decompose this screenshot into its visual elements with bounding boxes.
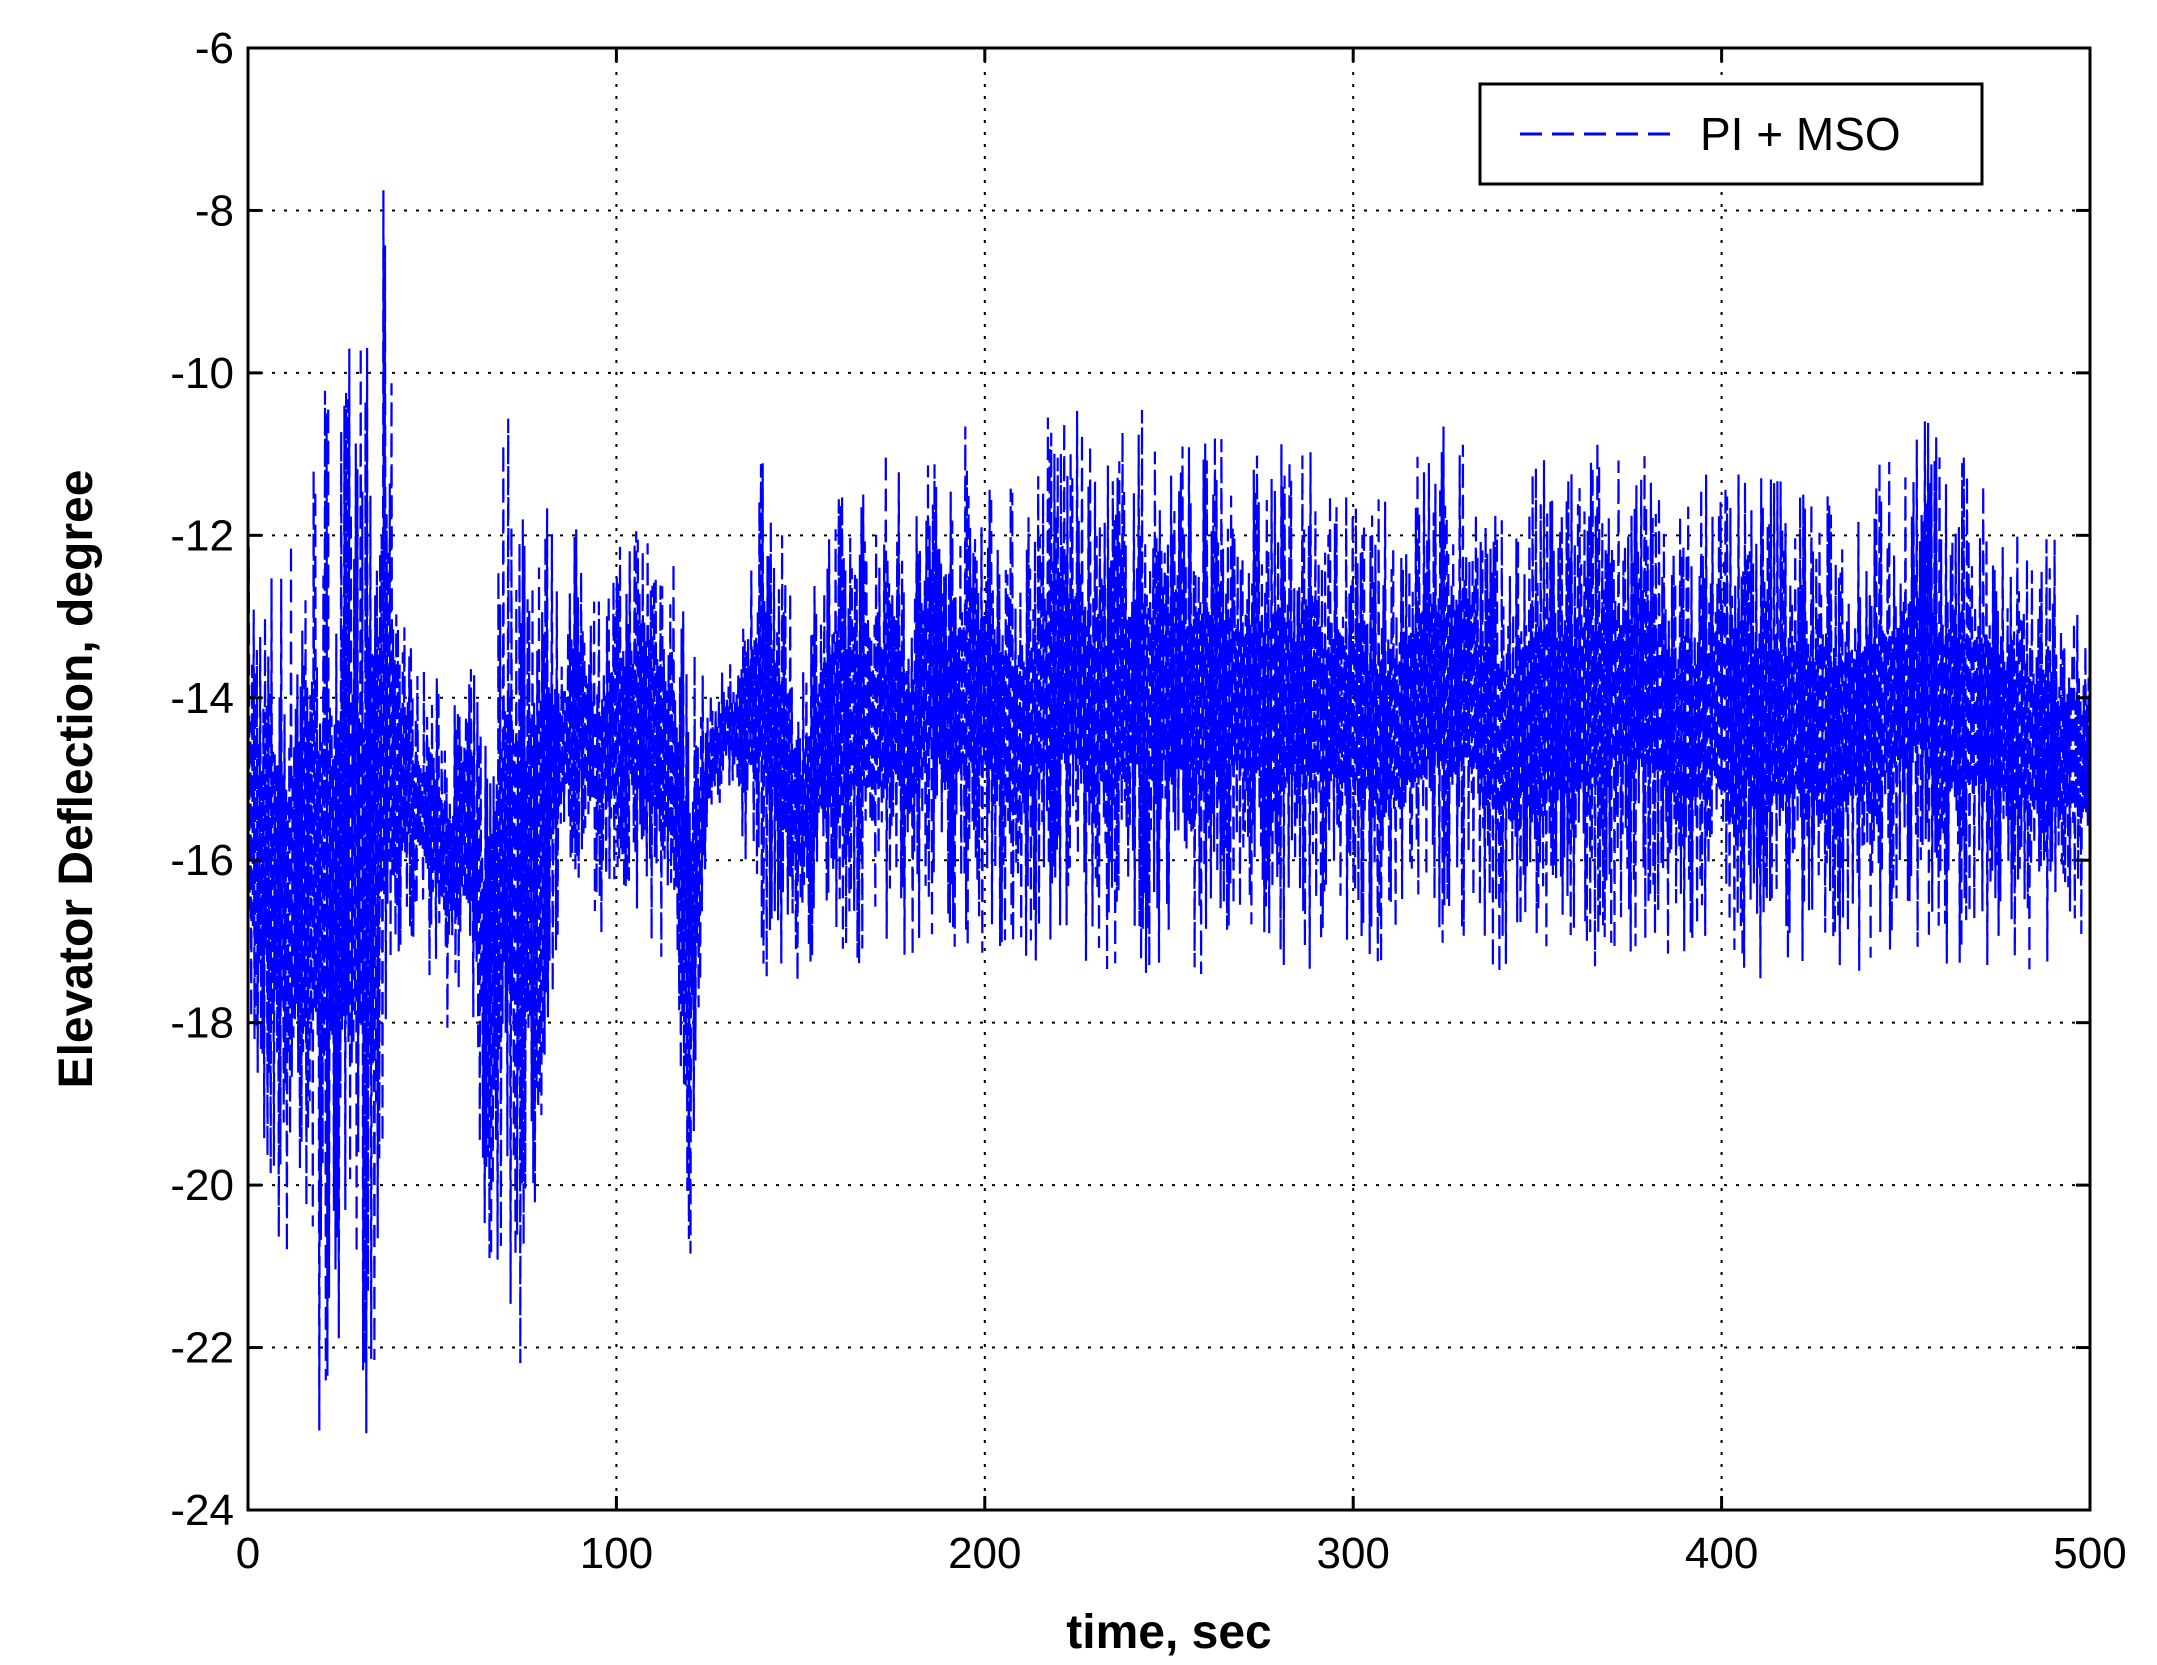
y-tick-label: -16 bbox=[170, 836, 234, 885]
x-axis-title: time, sec bbox=[1066, 1606, 1271, 1659]
y-tick-label: -10 bbox=[170, 349, 234, 398]
y-tick-label: -14 bbox=[170, 674, 234, 723]
x-tick-label: 400 bbox=[1685, 1529, 1758, 1578]
y-tick-label: -24 bbox=[170, 1486, 234, 1535]
y-tick-label: -8 bbox=[195, 186, 234, 235]
y-tick-label: -18 bbox=[170, 999, 234, 1048]
plot-frame bbox=[246, 46, 2092, 1512]
legend: PI + MSO bbox=[1478, 82, 1984, 186]
x-tick-label: 500 bbox=[2053, 1529, 2126, 1578]
x-tick-labels: 0 100 200 300 400 500 bbox=[236, 1529, 2127, 1578]
y-axis-title: Elevator Deflection, degree bbox=[50, 470, 103, 1089]
legend-entry: PI + MSO bbox=[1700, 108, 1901, 160]
x-tick-label: 200 bbox=[948, 1529, 1021, 1578]
ticks bbox=[246, 46, 2092, 1512]
series-layer bbox=[246, 190, 2091, 1434]
y-tick-label: -12 bbox=[170, 511, 234, 560]
x-tick-label: 300 bbox=[1316, 1529, 1389, 1578]
series-line bbox=[246, 190, 2091, 1434]
x-tick-label: 100 bbox=[580, 1529, 653, 1578]
y-tick-label: -6 bbox=[195, 24, 234, 73]
x-tick-label: 0 bbox=[236, 1529, 260, 1578]
y-tick-labels: -24 -22 -20 -18 -16 -14 -12 -10 -8 -6 bbox=[170, 24, 234, 1535]
y-tick-label: -20 bbox=[170, 1161, 234, 1210]
y-tick-label: -22 bbox=[170, 1324, 234, 1373]
